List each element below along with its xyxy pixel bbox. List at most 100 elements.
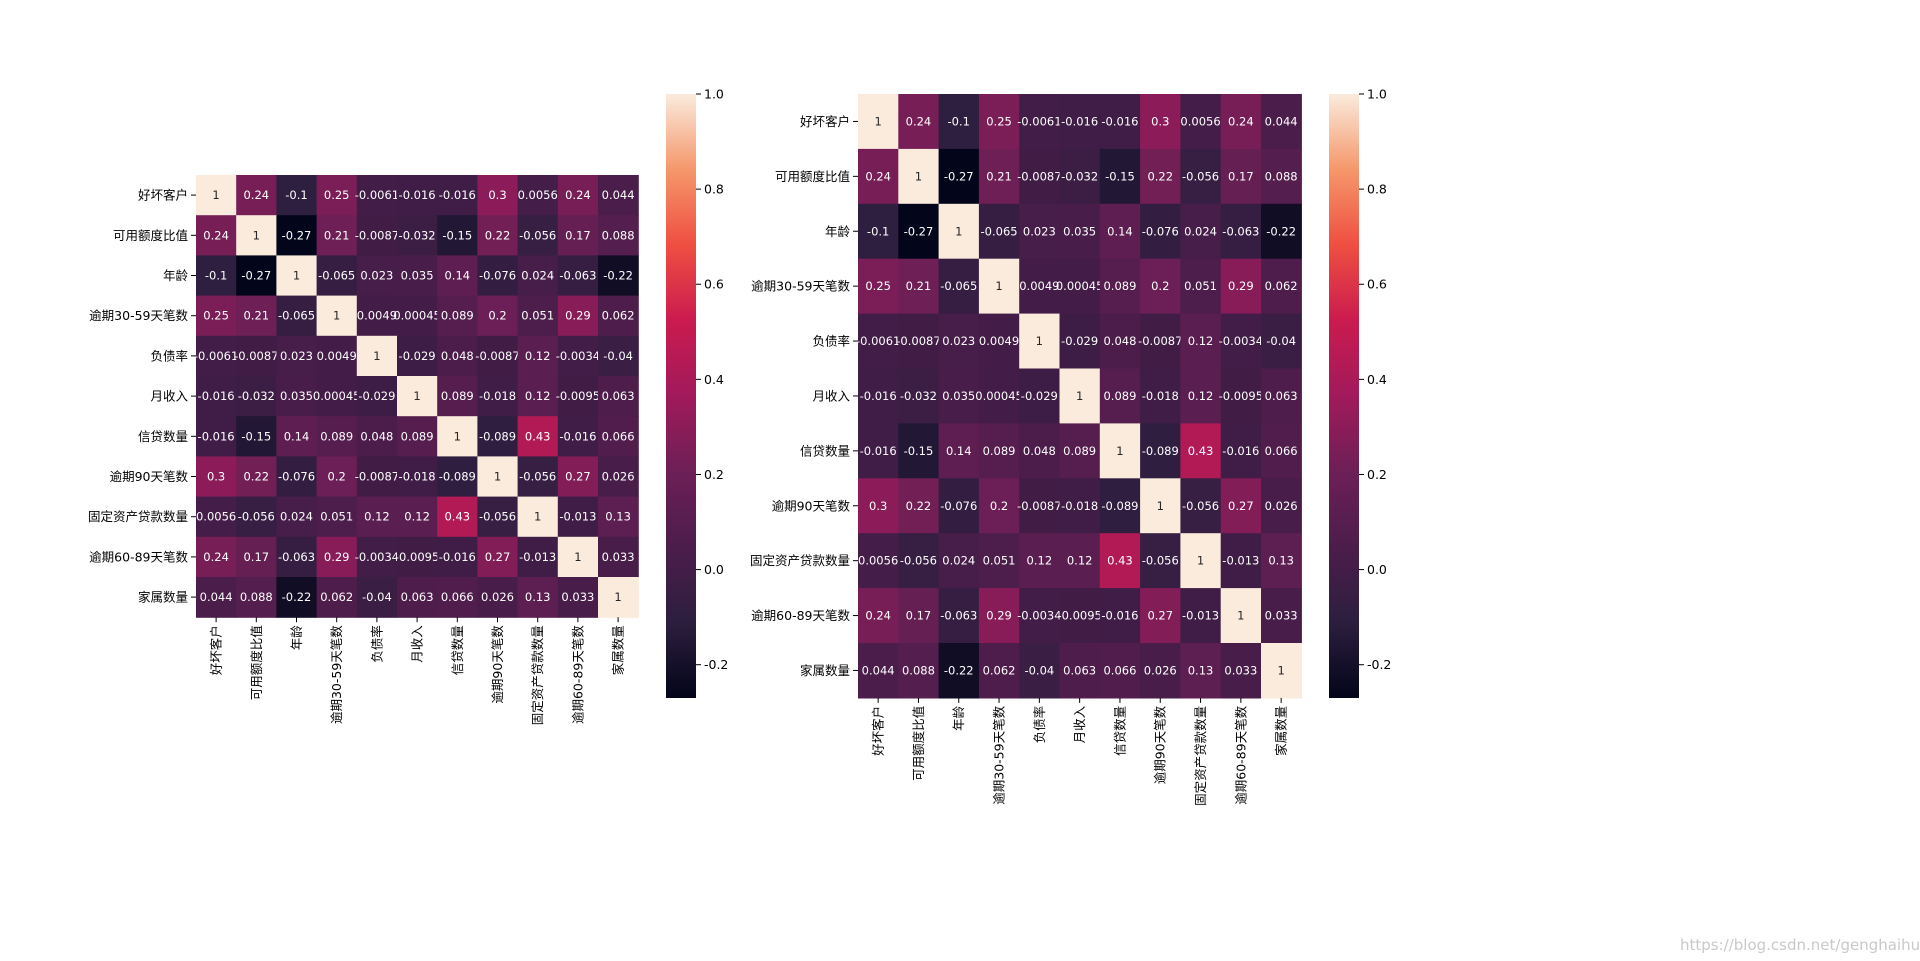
- cell-annotation: 0.12: [1027, 554, 1053, 568]
- y-tick-label: 家属数量: [800, 663, 850, 678]
- cell-annotation: 0.0056: [858, 554, 898, 568]
- heatmap-cell-r7-c10: [598, 456, 639, 498]
- y-tick-label: 可用额度比值: [775, 169, 850, 184]
- heatmap-cell-r3-c1: [898, 258, 940, 315]
- heatmap-cell-r5-c6: [1099, 368, 1141, 424]
- heatmap-cell-r4-c10: [598, 335, 639, 377]
- heatmap-cell-r3-c6: [437, 295, 478, 337]
- y-tick-label: 逾期90天笔数: [772, 498, 851, 513]
- cell-annotation: -0.15: [241, 429, 271, 443]
- cell-annotation: 0.035: [401, 269, 434, 283]
- cell-annotation: 0.2: [488, 309, 506, 323]
- cell-annotation: 0.3: [869, 499, 887, 513]
- heatmap-cell-r0-c6: [1099, 94, 1141, 150]
- x-tick-label: 家属数量: [611, 625, 626, 675]
- cell-annotation: 0.13: [1268, 554, 1294, 568]
- cell-annotation: -0.04: [603, 349, 633, 363]
- colorbar-tick-label: 0.8: [1367, 182, 1387, 197]
- cell-annotation: 0.089: [441, 389, 474, 403]
- heatmap-cell-r4-c9: [1220, 313, 1262, 370]
- cell-annotation: 0.14: [284, 429, 310, 443]
- heatmap-cell-r0-c0: [858, 94, 899, 150]
- heatmap-cell-r1-c7: [477, 215, 519, 256]
- heatmap-cell-r10-c1: [236, 577, 277, 618]
- cell-annotation: 0.12: [404, 510, 430, 524]
- heatmap-cell-r1-c3: [978, 148, 1020, 205]
- heatmap-cell-r2-c3: [316, 255, 358, 297]
- cell-annotation: -0.1: [205, 269, 227, 283]
- heatmap-cell-r7-c5: [397, 456, 438, 498]
- cell-annotation: -0.1: [285, 188, 307, 202]
- cell-annotation: 1: [494, 470, 501, 484]
- heatmap-cell-r8-c8: [517, 496, 559, 538]
- cell-annotation: 0.22: [243, 470, 269, 484]
- heatmap-cell-r2-c8: [517, 255, 559, 297]
- colorbar-tick-label: 0.6: [704, 277, 724, 292]
- cell-annotation: -0.056: [479, 510, 516, 524]
- cell-annotation: 1: [915, 169, 922, 183]
- heatmap-cell-r6-c6: [1099, 423, 1141, 479]
- heatmap-cell-r7-c1: [236, 456, 277, 498]
- x-tick-label: 月收入: [410, 625, 425, 663]
- cell-annotation: -0.04: [1024, 663, 1054, 677]
- cell-annotation: 1: [373, 349, 380, 363]
- heatmap-cell-r7-c4: [1019, 478, 1061, 534]
- cell-annotation: 0.089: [983, 444, 1016, 458]
- heatmap-cell-r4-c9: [557, 335, 599, 377]
- heatmap-cell-r7-c7: [1140, 478, 1181, 534]
- heatmap-cell-r8-c2: [276, 496, 318, 538]
- cell-annotation: 0.27: [485, 550, 511, 564]
- cell-annotation: 0.3: [207, 470, 225, 484]
- cell-annotation: 0.089: [1103, 279, 1136, 293]
- cell-annotation: 0.17: [243, 550, 269, 564]
- cell-annotation: 0.0056: [1180, 114, 1220, 128]
- cell-annotation: 1: [874, 114, 881, 128]
- heatmap-cell-r4-c7: [1140, 313, 1181, 370]
- cell-annotation: 0.044: [200, 590, 233, 604]
- cell-annotation: 0.00045: [1056, 279, 1104, 293]
- y-tick-label: 月收入: [150, 389, 188, 404]
- heatmap-cell-r6-c9: [1220, 423, 1262, 479]
- heatmap-left: 1 0.24 -0.1 0.25 -0.0061 -0.016 -0.016 0.3 0.005…: [88, 87, 728, 726]
- cell-annotation: -0.27: [241, 269, 271, 283]
- cell-annotation: -0.089: [479, 429, 516, 443]
- heatmap-cell-r5-c1: [236, 376, 277, 417]
- cell-annotation: 0.27: [1228, 499, 1254, 513]
- cell-annotation: -0.22: [1266, 224, 1296, 238]
- x-tick-label: 负债率: [369, 625, 384, 663]
- heatmap-cell-r7-c6: [437, 456, 478, 498]
- heatmap-cell-r3-c5: [1059, 258, 1101, 315]
- colorbar-tick-label: 0.2: [1367, 467, 1387, 482]
- heatmap-cell-r0-c1: [898, 94, 940, 150]
- heatmap-cell-r10-c8: [1180, 643, 1222, 699]
- heatmap-cell-r4-c2: [276, 335, 318, 377]
- cell-annotation: 0.044: [1265, 114, 1298, 128]
- y-tick-label: 逾期30-59天笔数: [751, 279, 850, 294]
- cell-annotation: 0.43: [525, 429, 551, 443]
- heatmap-cell-r9-c5: [1059, 588, 1101, 644]
- cell-annotation: 0.035: [1063, 224, 1096, 238]
- heatmap-cell-r9-c10: [598, 536, 639, 578]
- heatmap-cell-r2-c9: [1220, 203, 1262, 260]
- colorbar-tick-label: -0.2: [1367, 657, 1391, 672]
- heatmap-cell-r9-c1: [236, 536, 277, 578]
- cell-annotation: 0.24: [565, 188, 591, 202]
- cell-annotation: 0.24: [906, 114, 932, 128]
- cell-annotation: 1: [1036, 334, 1043, 348]
- y-tick-label: 负债率: [812, 334, 850, 349]
- cell-annotation: 0.13: [1188, 663, 1214, 677]
- cell-annotation: 0.24: [865, 169, 891, 183]
- cell-annotation: -0.032: [238, 389, 275, 403]
- cell-annotation: 0.063: [1063, 663, 1096, 677]
- heatmap-cell-r2-c3: [978, 203, 1020, 260]
- heatmap-cell-r6-c8: [1180, 423, 1222, 479]
- cell-annotation: 0.051: [320, 510, 353, 524]
- heatmap-cell-r10-c0: [858, 643, 899, 699]
- heatmap-cell-r8-c3: [316, 496, 358, 538]
- heatmap-cell-r6-c3: [978, 423, 1020, 479]
- heatmap-cell-r9-c7: [477, 536, 519, 578]
- cell-annotation: -0.089: [1142, 444, 1179, 458]
- heatmap-cell-r10-c4: [356, 577, 398, 618]
- heatmap-cell-r6-c0: [196, 416, 237, 457]
- heatmap-cell-r4-c5: [397, 335, 438, 377]
